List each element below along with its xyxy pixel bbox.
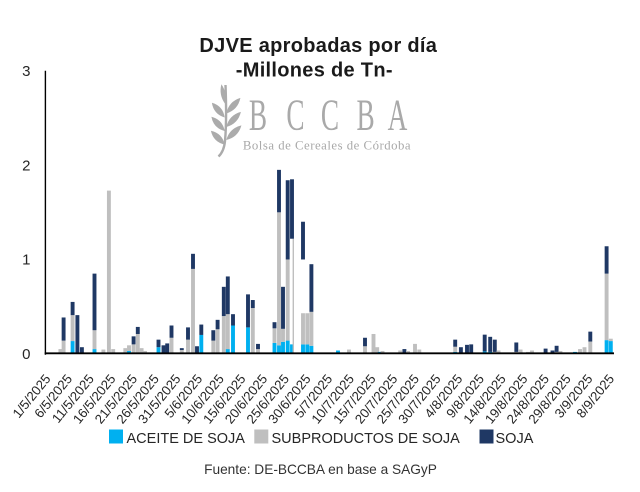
svg-text:A: A <box>388 90 408 139</box>
svg-text:-Millones de Tn-: -Millones de Tn- <box>236 60 393 82</box>
svg-text:2: 2 <box>22 157 30 174</box>
svg-text:1: 1 <box>22 252 30 269</box>
svg-text:Fuente: DE-BCCBA en base a SAG: Fuente: DE-BCCBA en base a SAGyP <box>204 462 437 477</box>
svg-text:B: B <box>249 90 267 139</box>
svg-text:DJVE aprobadas por día: DJVE aprobadas por día <box>199 35 437 57</box>
svg-text:Bolsa de Cereales de Córdoba: Bolsa de Cereales de Córdoba <box>243 139 411 153</box>
svg-text:B: B <box>357 90 375 139</box>
svg-text:C: C <box>286 90 304 139</box>
svg-text:ACEITE DE SOJA: ACEITE DE SOJA <box>127 431 246 447</box>
svg-text:0: 0 <box>22 346 30 363</box>
svg-text:C: C <box>321 90 339 139</box>
svg-text:SOJA: SOJA <box>496 431 534 447</box>
svg-text:3: 3 <box>22 63 30 80</box>
svg-text:SUBPRODUCTOS DE SOJA: SUBPRODUCTOS DE SOJA <box>272 431 461 447</box>
